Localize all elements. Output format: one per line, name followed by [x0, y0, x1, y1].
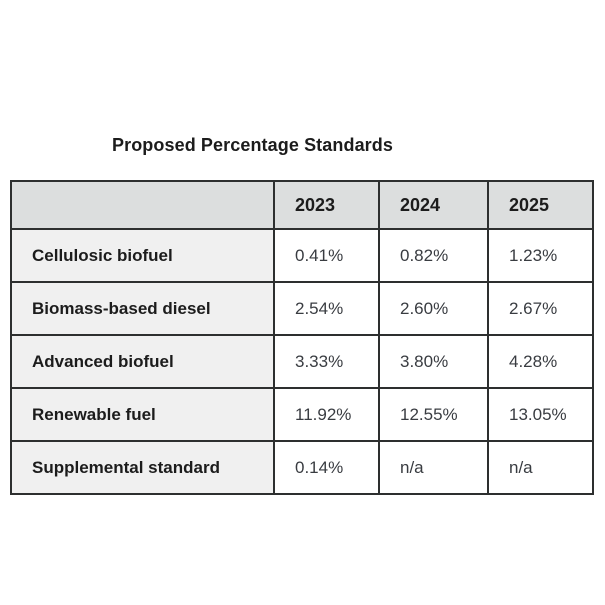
value-cell: 11.92%	[273, 387, 380, 442]
value-cell: n/a	[487, 440, 594, 495]
value-cell: 2.54%	[273, 281, 380, 336]
value-cell: 4.28%	[487, 334, 594, 389]
year-header-2025: 2025	[487, 180, 594, 230]
table-row: Renewable fuel 11.92% 12.55% 13.05%	[10, 387, 594, 442]
year-header-2024: 2024	[378, 180, 489, 230]
value-cell: 3.33%	[273, 334, 380, 389]
table-row: Supplemental standard 0.14% n/a n/a	[10, 440, 594, 495]
value-cell: 2.60%	[378, 281, 489, 336]
row-label-supplemental-standard: Supplemental standard	[10, 440, 275, 495]
value-cell: n/a	[378, 440, 489, 495]
row-label-renewable-fuel: Renewable fuel	[10, 387, 275, 442]
table-header-row: 2023 2024 2025	[10, 180, 594, 230]
corner-cell	[10, 180, 275, 230]
value-cell: 3.80%	[378, 334, 489, 389]
percentage-standards-table: 2023 2024 2025 Cellulosic biofuel 0.41% …	[10, 180, 594, 495]
page-title: Proposed Percentage Standards	[112, 135, 393, 155]
value-cell: 0.82%	[378, 228, 489, 283]
table-row: Biomass-based diesel 2.54% 2.60% 2.67%	[10, 281, 594, 336]
value-cell: 0.41%	[273, 228, 380, 283]
year-header-2023: 2023	[273, 180, 380, 230]
value-cell: 1.23%	[487, 228, 594, 283]
value-cell: 12.55%	[378, 387, 489, 442]
value-cell: 13.05%	[487, 387, 594, 442]
table-row: Advanced biofuel 3.33% 3.80% 4.28%	[10, 334, 594, 389]
value-cell: 2.67%	[487, 281, 594, 336]
value-cell: 0.14%	[273, 440, 380, 495]
row-label-advanced-biofuel: Advanced biofuel	[10, 334, 275, 389]
row-label-cellulosic-biofuel: Cellulosic biofuel	[10, 228, 275, 283]
table-row: Cellulosic biofuel 0.41% 0.82% 1.23%	[10, 228, 594, 283]
row-label-biomass-based-diesel: Biomass-based diesel	[10, 281, 275, 336]
